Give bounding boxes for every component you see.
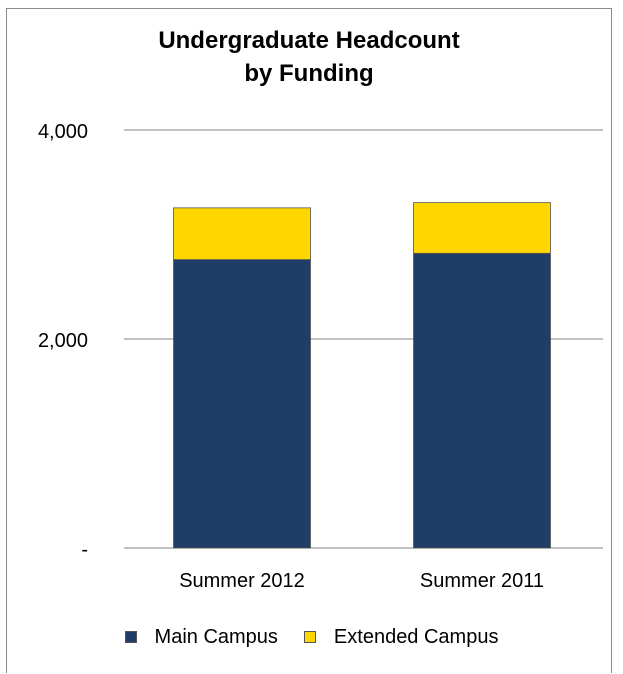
legend: Main Campus Extended Campus [0, 624, 623, 650]
x-tick-label-1: Summer 2011 [420, 570, 544, 592]
x-tick-label-0: Summer 2012 [179, 570, 305, 592]
bar-extended-campus-0 [173, 207, 311, 260]
legend-swatch-extended-campus [303, 631, 316, 643]
y-tick-label-0: - [81, 539, 88, 561]
legend-label-main-campus: Main Campus [154, 625, 278, 648]
bar-extended-campus-1 [413, 202, 551, 254]
bar-main-campus-0 [173, 259, 311, 549]
chart-title-line-1: Undergraduate Headcount [158, 27, 460, 54]
chart-title-line-2: by Funding [244, 60, 374, 87]
y-tick-label-1: 2,000 [38, 330, 88, 352]
bar-main-campus-1 [413, 252, 551, 549]
legend-swatch-main-campus [124, 631, 137, 643]
y-tick-label-2: 4,000 [38, 121, 88, 143]
legend-label-extended-campus: Extended Campus [333, 625, 499, 648]
legend-item-extended-campus: Extended Campus [303, 625, 499, 649]
chart-title: Undergraduate Headcount by Funding [6, 24, 612, 90]
legend-item-main-campus: Main Campus [124, 625, 278, 649]
